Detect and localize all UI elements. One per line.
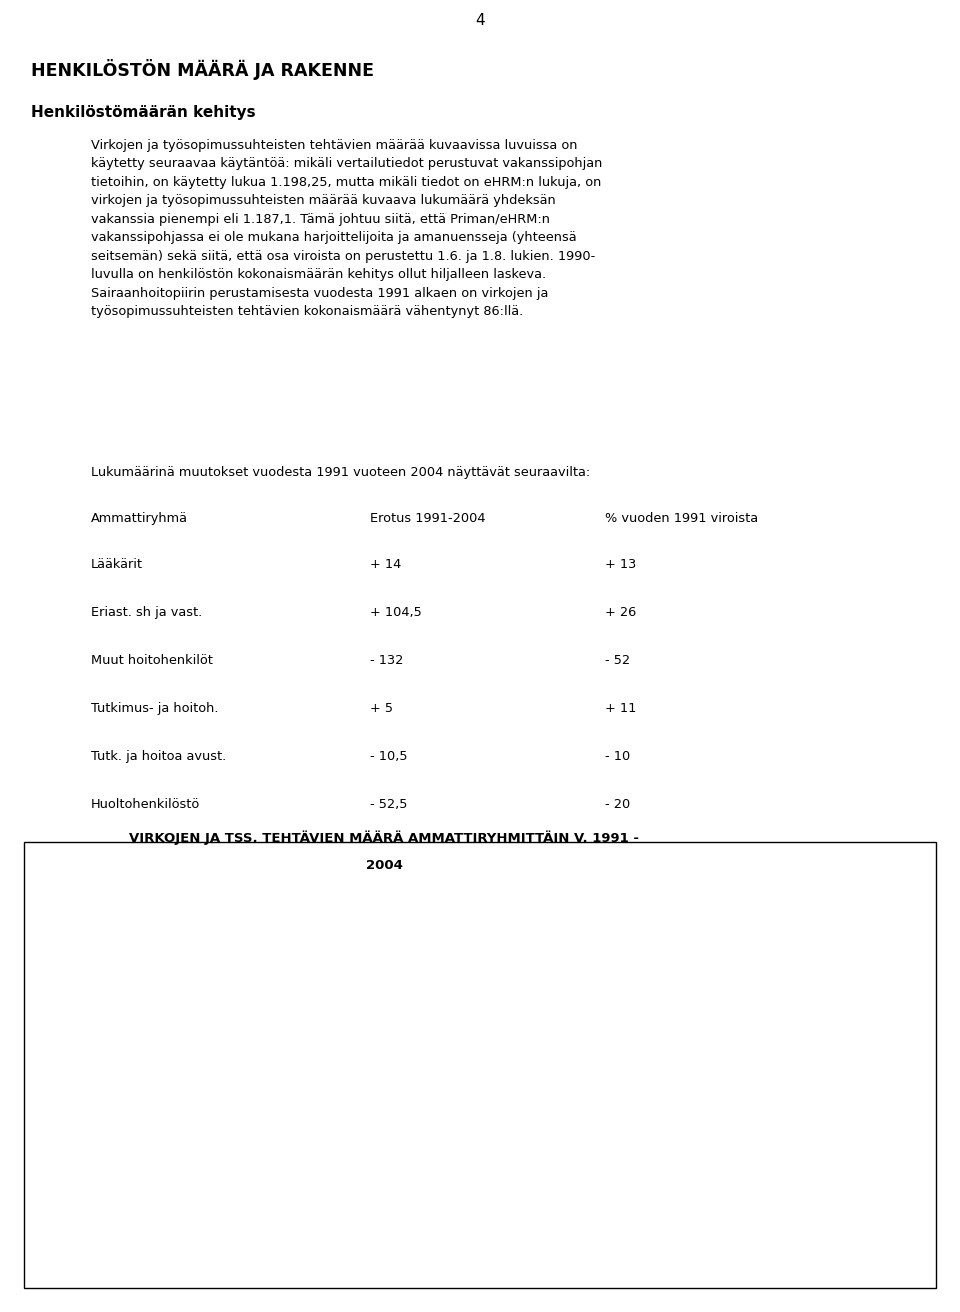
Text: Hallinto- ja taloushenk.: Hallinto- ja taloushenk. xyxy=(91,845,241,858)
Text: + 104,5: + 104,5 xyxy=(370,606,421,619)
Text: 4: 4 xyxy=(475,13,485,28)
Text: 1: 1 xyxy=(597,1155,603,1165)
Text: 6: 6 xyxy=(597,1097,603,1106)
Text: + 11: + 11 xyxy=(605,702,636,715)
Text: - 10,5: - 10,5 xyxy=(370,750,407,762)
Text: - 15: - 15 xyxy=(605,845,630,858)
Text: Ammattiryhmä: Ammattiryhmä xyxy=(91,512,188,525)
Text: Tutkimusta ja hoitoa
avustavat henkilöt 5: Tutkimusta ja hoitoa avustavat henkilöt … xyxy=(691,1072,803,1094)
Text: 7: 7 xyxy=(597,1181,603,1191)
Text: HENKILÖSTÖN MÄÄRÄ JA RAKENNE: HENKILÖSTÖN MÄÄRÄ JA RAKENNE xyxy=(31,59,373,80)
Text: Lääkärit: Lääkärit xyxy=(91,559,143,572)
Text: Muut hoitohenkilöt: Muut hoitohenkilöt xyxy=(91,655,213,666)
Text: + 13: + 13 xyxy=(605,559,636,572)
Text: 5: 5 xyxy=(597,1162,603,1173)
Text: YHTEENSÄ: YHTEENSÄ xyxy=(91,893,167,907)
Text: Lukumäärinä muutokset vuodesta 1991 vuoteen 2004 näyttävät seuraavilta:: Lukumäärinä muutokset vuodesta 1991 vuot… xyxy=(91,466,590,479)
Text: - 132: - 132 xyxy=(370,655,403,666)
Text: - 20: - 20 xyxy=(605,798,630,811)
Text: Eriast. sh ja vast.: Eriast. sh ja vast. xyxy=(91,606,203,619)
Text: Tutkimus- ja hoitoh.: Tutkimus- ja hoitoh. xyxy=(91,702,219,715)
Text: 2: 2 xyxy=(597,900,603,911)
Text: + 5: + 5 xyxy=(370,702,393,715)
Text: - 7: - 7 xyxy=(605,893,622,907)
Text: - 52: - 52 xyxy=(605,655,630,666)
Text: 3: 3 xyxy=(597,1152,603,1162)
Text: + 14: + 14 xyxy=(370,559,401,572)
Text: VIRKOJEN JA TSS. TEHTÄVIEN MÄÄRÄ AMMATTIRYHMITTÄIN V. 1991 -: VIRKOJEN JA TSS. TEHTÄVIEN MÄÄRÄ AMMATTI… xyxy=(129,830,639,845)
Text: 2004: 2004 xyxy=(366,859,402,872)
Text: Virkojen ja työsopimussuhteisten tehtävien määrää kuvaavissa luvuissa on
käytett: Virkojen ja työsopimussuhteisten tehtävi… xyxy=(91,139,603,318)
Text: + 26: + 26 xyxy=(605,606,636,619)
Text: Huoltohenkilöstö: Huoltohenkilöstö xyxy=(91,798,201,811)
FancyBboxPatch shape xyxy=(600,846,936,1246)
Text: Lääkärit 1: Lääkärit 1 xyxy=(691,874,745,883)
Text: Muut hoitohenkilöt  3: Muut hoitohenkilöt 3 xyxy=(691,976,807,985)
Text: Hallinto- ja taloushenkilöt 7: Hallinto- ja taloushenkilöt 7 xyxy=(691,1181,841,1190)
Text: % vuoden 1991 viroista: % vuoden 1991 viroista xyxy=(605,512,758,525)
Text: - 52,5: - 52,5 xyxy=(370,798,407,811)
Text: Huoltohenkilöt 6: Huoltohenkilöt 6 xyxy=(691,1130,780,1139)
Text: Erotus 1991-2004: Erotus 1991-2004 xyxy=(370,512,485,525)
Text: Henkilöstömäärän kehitys: Henkilöstömäärän kehitys xyxy=(31,105,255,119)
Text: Eriasteiset sairaanhoitajat
ja vastaavat 2: Eriasteiset sairaanhoitajat ja vastaavat… xyxy=(691,918,832,941)
Text: Tutkimus- ja hoitohenkilöt  4: Tutkimus- ja hoitohenkilöt 4 xyxy=(691,1027,845,1036)
Text: - 85,75: - 85,75 xyxy=(370,893,415,907)
Text: - 14,25: - 14,25 xyxy=(370,845,416,858)
Text: - 10: - 10 xyxy=(605,750,630,762)
Text: 4: 4 xyxy=(597,1200,603,1211)
Text: Tutk. ja hoitoa avust.: Tutk. ja hoitoa avust. xyxy=(91,750,227,762)
